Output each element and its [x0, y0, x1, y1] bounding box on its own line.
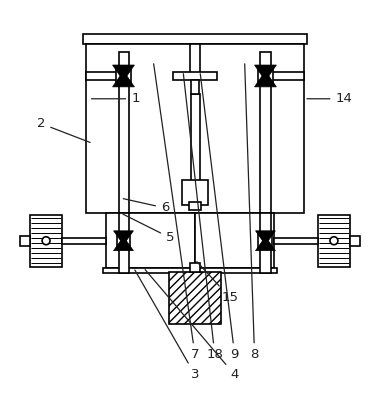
Bar	[192, 268, 277, 273]
Text: 7: 7	[154, 64, 199, 361]
Bar	[258, 234, 272, 248]
Bar	[119, 52, 130, 213]
Bar	[195, 213, 274, 268]
Polygon shape	[114, 237, 133, 251]
Bar	[106, 213, 195, 268]
Polygon shape	[255, 71, 276, 87]
Polygon shape	[112, 71, 135, 87]
Bar	[86, 72, 124, 80]
Bar	[266, 72, 304, 80]
Text: 14: 14	[307, 92, 352, 105]
Bar	[189, 202, 201, 210]
Bar	[350, 236, 360, 246]
Circle shape	[42, 237, 50, 245]
Polygon shape	[255, 237, 276, 251]
Text: 4: 4	[145, 270, 239, 381]
Bar	[274, 238, 318, 244]
Bar	[190, 263, 200, 273]
Bar	[260, 213, 271, 273]
Bar	[260, 52, 271, 213]
Text: 3: 3	[135, 270, 199, 381]
Bar	[20, 236, 30, 246]
Text: 8: 8	[245, 64, 259, 361]
Bar	[191, 94, 200, 183]
Bar	[119, 213, 130, 273]
Bar	[116, 70, 131, 82]
Polygon shape	[114, 231, 133, 245]
Circle shape	[330, 237, 338, 245]
Text: 5: 5	[123, 214, 174, 244]
Bar	[173, 72, 217, 80]
Bar	[169, 273, 221, 324]
Bar	[190, 44, 200, 74]
Bar	[117, 234, 130, 248]
Bar	[62, 238, 106, 244]
Bar	[182, 180, 208, 205]
Bar	[83, 34, 307, 44]
Text: 18: 18	[184, 74, 223, 361]
Bar	[86, 44, 304, 213]
Bar	[30, 215, 62, 266]
Text: 9: 9	[200, 74, 239, 361]
Polygon shape	[255, 65, 276, 81]
Bar	[258, 70, 273, 82]
Text: 6: 6	[123, 199, 169, 215]
Polygon shape	[255, 231, 276, 245]
Text: 1: 1	[92, 92, 140, 105]
Text: 2: 2	[37, 117, 90, 142]
Text: 15: 15	[197, 262, 238, 304]
Bar	[318, 215, 350, 266]
Bar	[191, 80, 199, 94]
Polygon shape	[112, 65, 135, 81]
Bar	[103, 268, 198, 273]
